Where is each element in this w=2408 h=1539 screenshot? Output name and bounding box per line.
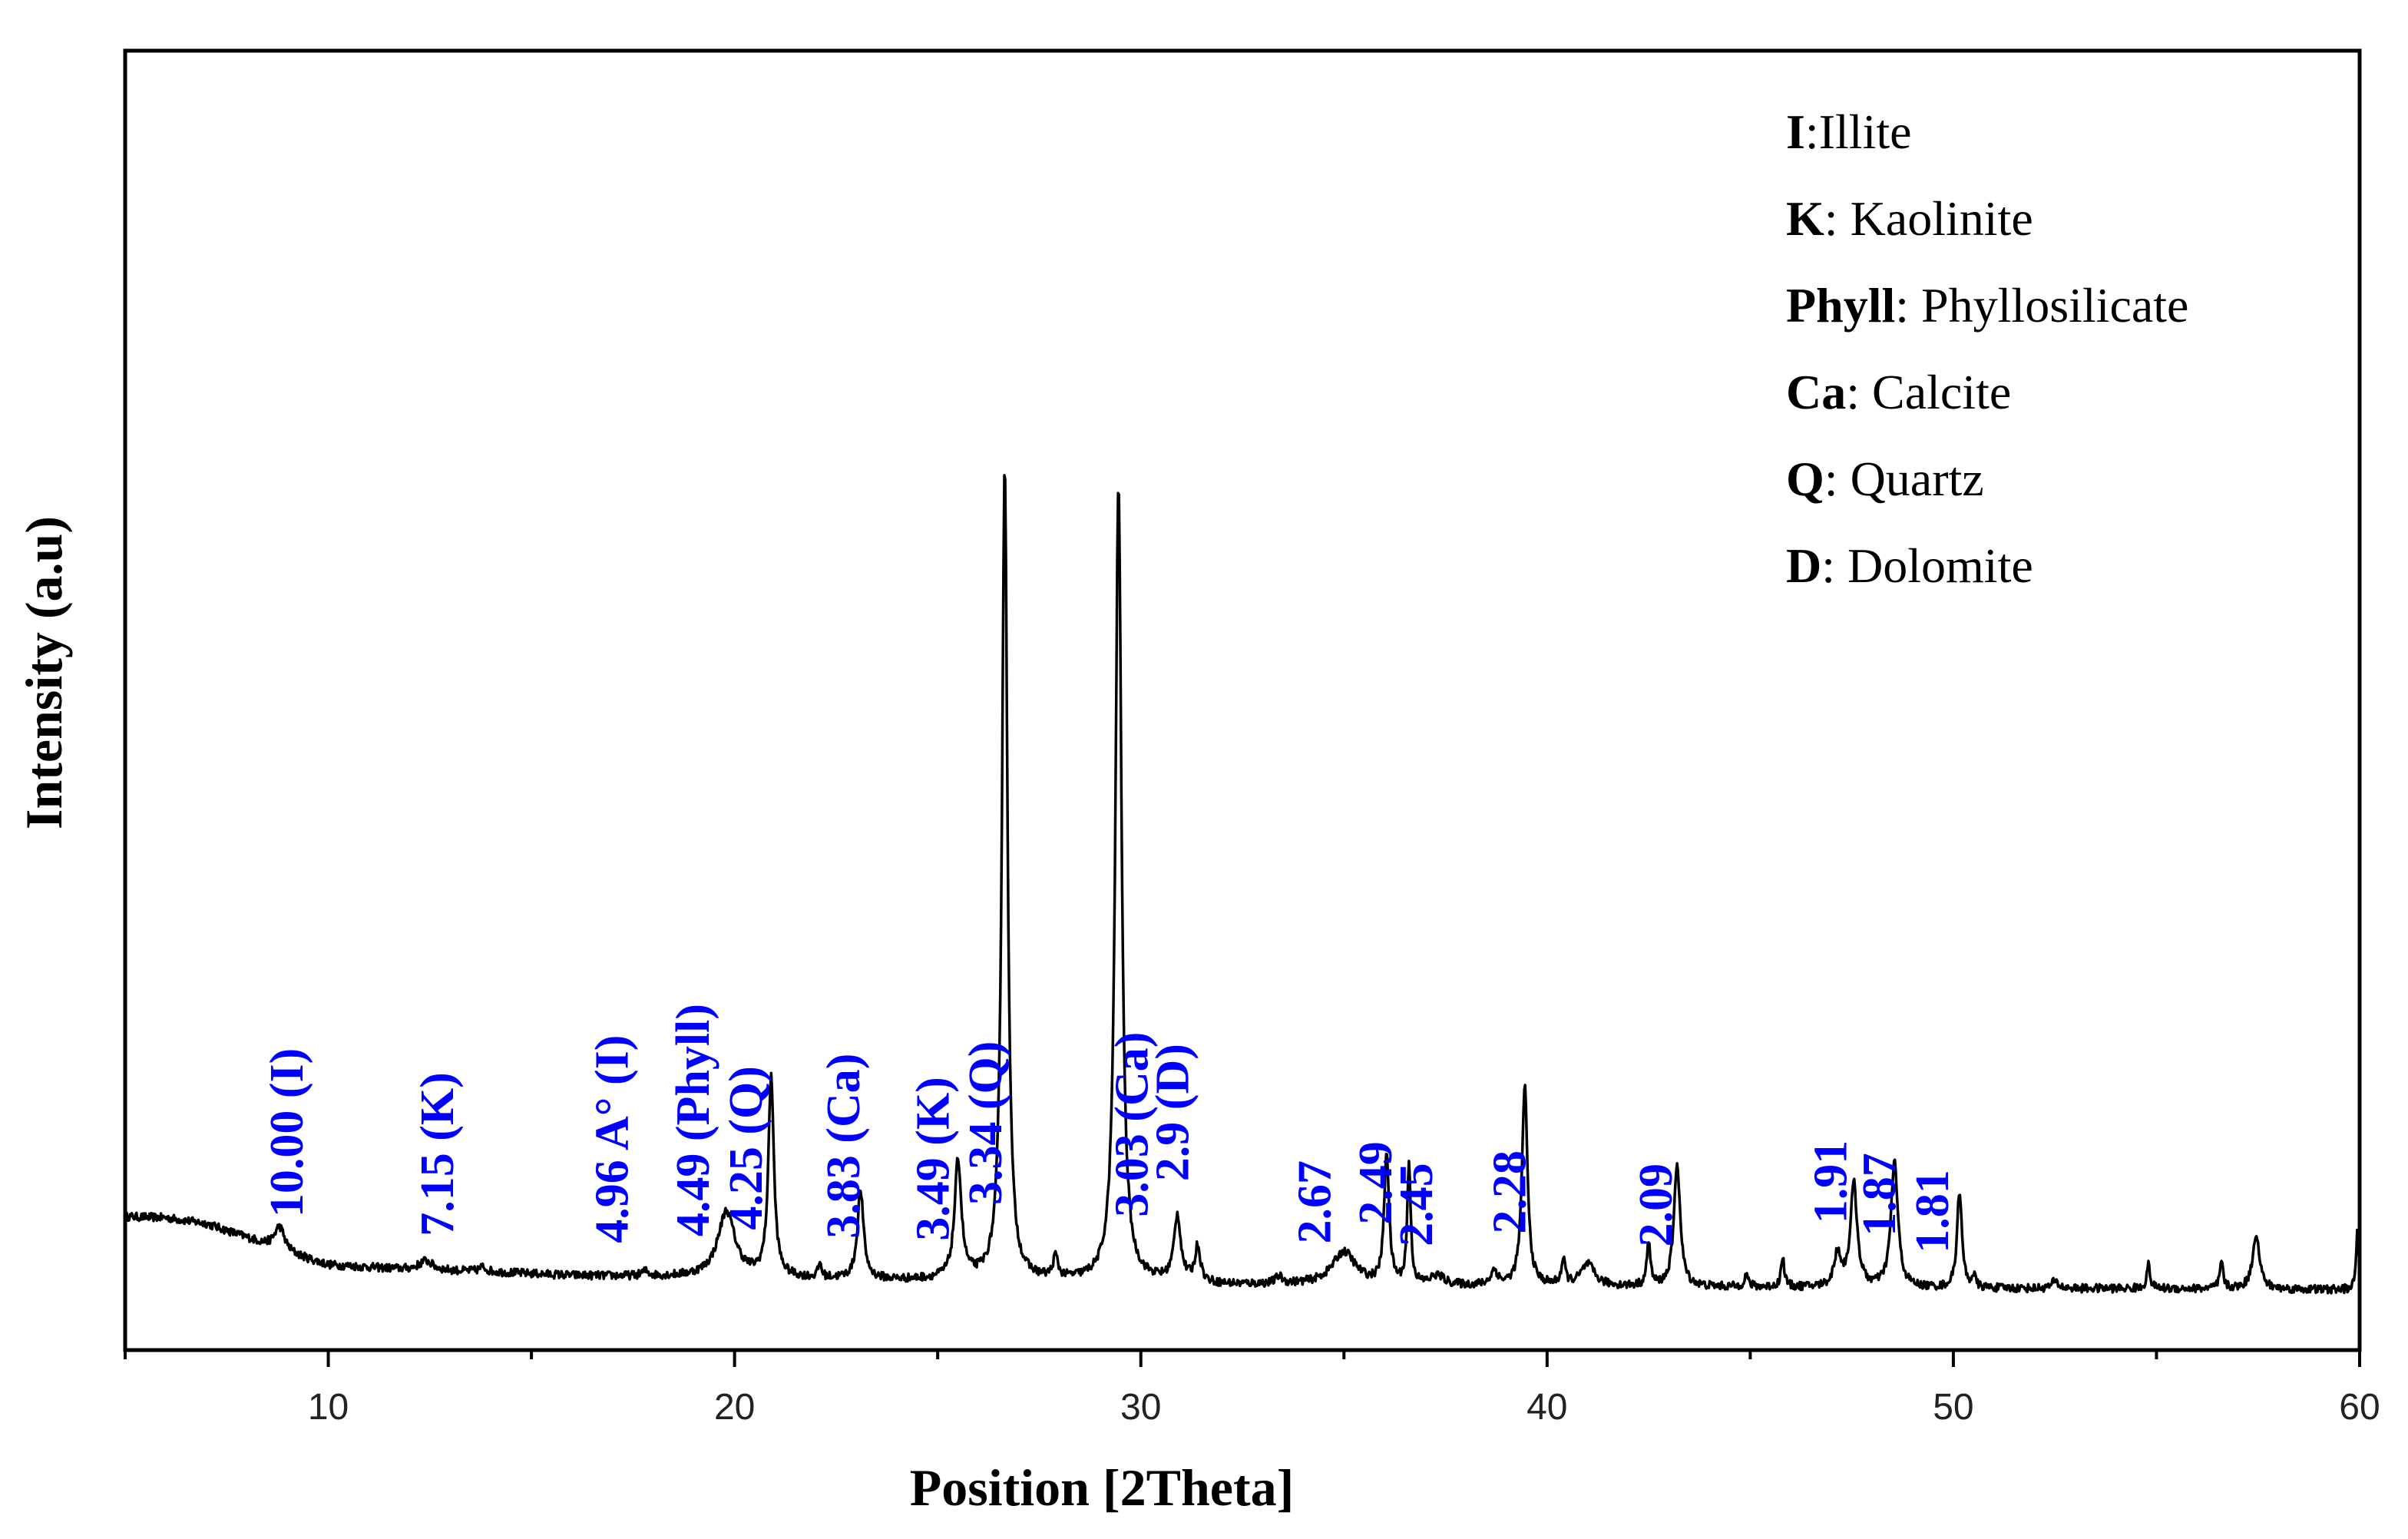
legend-entry: K: Kaolinite bbox=[1786, 191, 2033, 246]
peak-label: 4.25 (Q) bbox=[720, 1066, 772, 1230]
peak-label: 2.09 bbox=[1630, 1163, 1682, 1247]
peak-label: 4.96 A° (I) bbox=[586, 1035, 638, 1243]
x-axis-ticks: 10 20 30 40 50 60 bbox=[124, 1350, 2380, 1428]
peak-label: 1.91 bbox=[1805, 1140, 1857, 1224]
x-tick-label: 10 bbox=[308, 1387, 349, 1428]
legend-key: I bbox=[1786, 104, 1805, 159]
legend-description: : Quartz bbox=[1824, 452, 1984, 506]
legend-description: : Dolomite bbox=[1821, 538, 2033, 593]
legend-key: Q bbox=[1786, 452, 1824, 506]
x-tick-label: 20 bbox=[714, 1387, 755, 1428]
legend-entry: Ca: Calcite bbox=[1786, 365, 2011, 419]
y-axis-title: Intensity (a.u) bbox=[15, 516, 73, 829]
legend-key: D bbox=[1786, 538, 1821, 593]
legend-key: K bbox=[1786, 191, 1824, 246]
legend-key: Ca bbox=[1786, 365, 1846, 419]
peak-label: 1.87 bbox=[1854, 1153, 1906, 1236]
peak-label: 3.34 (Q) bbox=[960, 1041, 1012, 1206]
peak-label: 3.03 (Ca) bbox=[1106, 1032, 1159, 1217]
legend-entry: I:Illite bbox=[1786, 104, 1912, 159]
xrd-pattern-line bbox=[124, 474, 2361, 1295]
peak-label: 4.49 (Phyll) bbox=[667, 1004, 719, 1236]
x-tick-label: 40 bbox=[1526, 1387, 1567, 1428]
x-tick-label: 30 bbox=[1120, 1387, 1161, 1428]
peak-label: 2.28 bbox=[1484, 1150, 1536, 1234]
legend-description: : Kaolinite bbox=[1824, 191, 2033, 246]
peak-annotations: 10.00 (I) 7.15 (K) 4.96 A° (I) 4.49 (Phyll)… bbox=[261, 1004, 1959, 1253]
peak-label: 2.45 bbox=[1391, 1163, 1443, 1246]
peak-label: 2.49 bbox=[1350, 1141, 1402, 1225]
x-tick-label: 60 bbox=[2339, 1387, 2380, 1428]
legend-description: : Calcite bbox=[1846, 365, 2011, 419]
peak-label: 3.49 (K) bbox=[907, 1077, 959, 1241]
peak-label: 10.00 (I) bbox=[261, 1048, 313, 1217]
legend-description: : Phyllosilicate bbox=[1895, 278, 2188, 333]
legend-entry: Q: Quartz bbox=[1786, 452, 1984, 506]
legend-description: :Illite bbox=[1805, 104, 1912, 159]
peak-label: 2.67 bbox=[1289, 1160, 1341, 1244]
peak-label: 7.15 (K) bbox=[412, 1072, 464, 1236]
peak-label: 2.9 (D) bbox=[1147, 1044, 1199, 1181]
legend-entry: Phyll: Phyllosilicate bbox=[1786, 278, 2188, 333]
plot-frame bbox=[123, 48, 2362, 1352]
x-axis-title: Position [2Theta] bbox=[910, 1458, 1295, 1517]
legend: I:Illite K: Kaolinite Phyll: Phyllosilicat… bbox=[1786, 104, 2188, 593]
legend-key: Phyll bbox=[1786, 278, 1895, 333]
peak-label: 1.81 bbox=[1907, 1170, 1959, 1253]
x-tick-label: 50 bbox=[1933, 1387, 1973, 1428]
legend-entry: D: Dolomite bbox=[1786, 538, 2033, 593]
peak-label: 3.83 (Ca) bbox=[818, 1054, 870, 1239]
